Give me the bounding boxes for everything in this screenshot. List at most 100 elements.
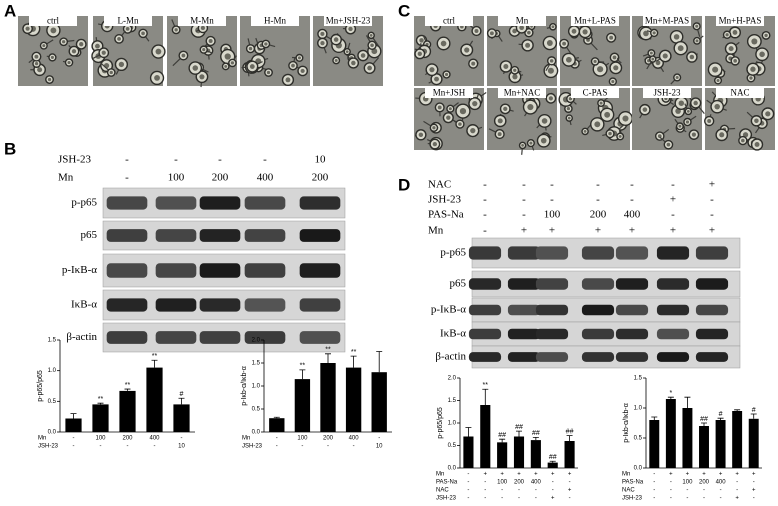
nucleus: [732, 30, 738, 35]
y-axis-label: p-p65/p65: [437, 407, 444, 439]
blot-band: [106, 229, 148, 242]
treatment-value: +: [549, 225, 555, 237]
condition-value: 200: [514, 480, 525, 486]
nucleus: [118, 61, 125, 68]
treatment-value: -: [630, 179, 634, 191]
nucleus: [695, 39, 699, 43]
y-tick-label: 2.0: [252, 338, 261, 344]
image-label: Mn: [516, 16, 529, 26]
significance-mark: ##: [549, 454, 557, 461]
nucleus: [320, 31, 325, 36]
blot-band: [244, 298, 286, 312]
bar: [530, 440, 541, 468]
condition-value: -: [686, 496, 688, 502]
error-bar: [566, 435, 573, 441]
image-label: ctrl: [443, 16, 455, 26]
treatment-value: -: [596, 194, 600, 206]
condition-value: 200: [323, 436, 334, 442]
image-label: M-Mn: [190, 16, 214, 26]
condition-name: NAC: [622, 488, 635, 494]
blot-band: [299, 196, 341, 210]
bar: [732, 411, 743, 468]
nucleus: [417, 51, 422, 56]
y-tick-label: 1.0: [448, 421, 457, 427]
bar: [345, 367, 362, 432]
blot-band: [468, 304, 502, 316]
condition-value: -: [653, 472, 655, 478]
condition-value: 100: [682, 480, 693, 486]
significance-mark: **: [325, 347, 331, 354]
condition-value: -: [353, 444, 355, 450]
nucleus: [622, 115, 629, 122]
treatment-name: JSH-23: [58, 154, 92, 166]
treatment-value: 200: [312, 172, 329, 184]
condition-name: Mn: [436, 472, 444, 478]
blot-band: [656, 246, 690, 260]
error-bar: [97, 402, 104, 405]
nucleus: [728, 46, 734, 52]
bar: [463, 436, 474, 468]
nucleus: [192, 65, 199, 71]
significance-mark: #: [719, 411, 723, 418]
condition-value: -: [703, 496, 705, 502]
nucleus: [297, 56, 301, 60]
condition-value: +: [735, 472, 739, 478]
nucleus: [549, 59, 554, 63]
nucleus: [470, 127, 476, 134]
nucleus: [141, 31, 145, 36]
bar: [649, 420, 660, 468]
nucleus: [673, 34, 680, 40]
nucleus: [686, 110, 690, 113]
image-label: Mn+JSH: [433, 88, 466, 98]
error-bar: [482, 388, 489, 405]
image-label-bg: [498, 88, 546, 98]
y-tick-label: 1.5: [448, 398, 457, 404]
nucleus: [472, 100, 478, 107]
blot-label: p-IκB-α: [62, 264, 97, 276]
condition-value: 100: [297, 436, 308, 442]
nucleus: [675, 75, 679, 79]
blot-band: [615, 352, 649, 362]
treatment-value: 100: [544, 209, 561, 221]
image-label-bg: [498, 16, 546, 26]
nucleus: [419, 38, 424, 43]
condition-value: +: [686, 472, 690, 478]
nucleus: [657, 134, 662, 138]
condition-value: +: [551, 472, 555, 478]
condition-value: -: [653, 480, 655, 486]
nucleus: [445, 72, 449, 77]
blot-band: [155, 263, 197, 278]
treatment-name: JSH-23: [428, 194, 462, 206]
nucleus: [334, 59, 338, 62]
condition-value: -: [552, 480, 554, 486]
condition-value: -: [736, 480, 738, 486]
blot-band: [695, 246, 729, 260]
nucleus: [529, 141, 533, 145]
bar: [715, 420, 726, 468]
nucleus: [503, 63, 509, 69]
bar: [173, 404, 190, 432]
nucleus: [521, 144, 524, 147]
error-bar: [651, 416, 658, 420]
condition-value: +: [702, 472, 706, 478]
blot-band: [581, 278, 615, 290]
condition-value: -: [276, 444, 278, 450]
nucleus: [154, 75, 160, 81]
condition-value: +: [517, 472, 521, 478]
treatment-value: -: [218, 154, 222, 166]
image-label-bg: [571, 88, 619, 98]
blot-band: [106, 263, 148, 278]
nucleus: [61, 40, 66, 44]
condition-value: +: [534, 472, 538, 478]
error-bar: [667, 396, 674, 399]
image-label-bg: [425, 88, 473, 98]
nucleus: [546, 40, 553, 46]
error-bar: [376, 351, 383, 373]
blot-band: [299, 298, 341, 312]
nucleus: [458, 122, 462, 126]
error-bar: [549, 460, 556, 463]
nucleus: [300, 68, 305, 74]
condition-value: -: [736, 488, 738, 494]
image-label: Mn+JSH-23: [326, 16, 371, 26]
treatment-value: +: [670, 225, 676, 237]
